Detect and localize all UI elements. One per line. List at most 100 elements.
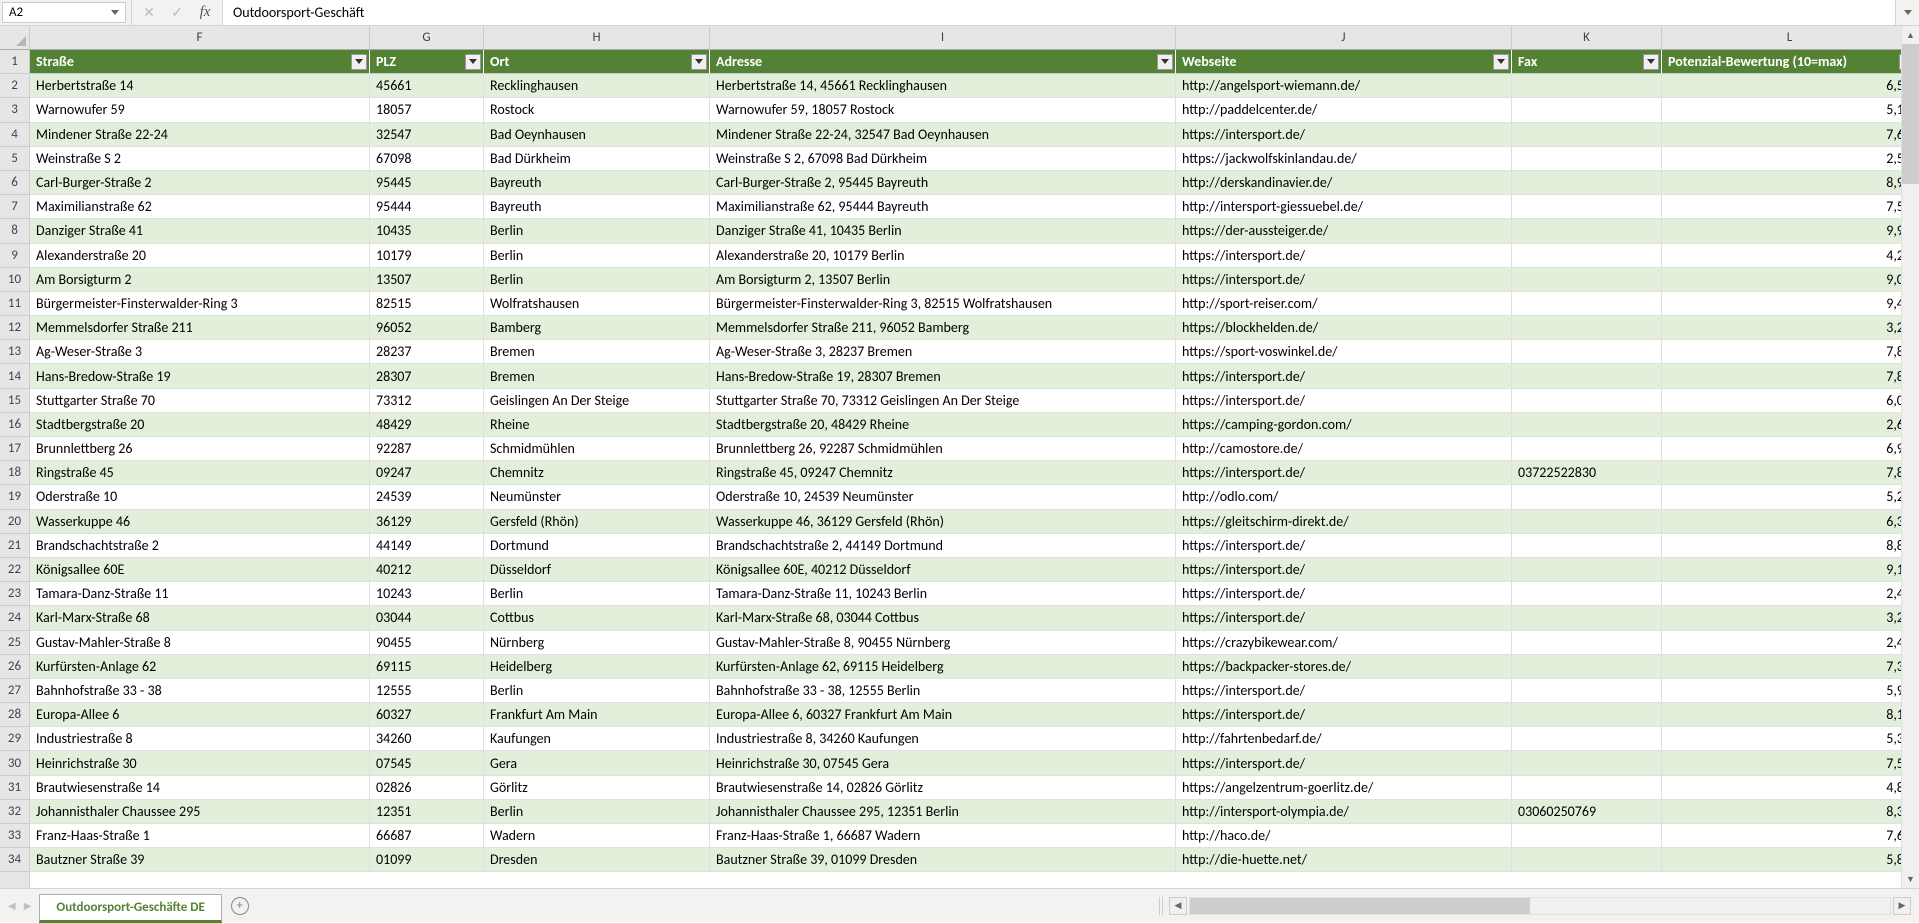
row-header[interactable]: 15 (0, 389, 29, 413)
table-cell[interactable]: 5,83 (1662, 848, 1918, 872)
row-header[interactable]: 3 (0, 98, 29, 122)
cells-area[interactable]: StraßePLZOrtAdresseWebseiteFaxPotenzial-… (30, 50, 1919, 888)
scroll-right-icon[interactable]: ▶ (1893, 897, 1911, 915)
scroll-up-icon[interactable]: ▲ (1902, 26, 1919, 44)
column-header[interactable]: F (30, 26, 370, 49)
table-cell[interactable] (1512, 219, 1662, 243)
table-cell[interactable] (1512, 316, 1662, 340)
table-cell[interactable]: Maximilianstraße 62, 95444 Bayreuth (710, 195, 1176, 219)
table-cell[interactable]: 8,34 (1662, 800, 1918, 824)
table-cell[interactable]: Berlin (484, 268, 710, 292)
table-cell[interactable]: 7,59 (1662, 195, 1918, 219)
table-cell[interactable]: Gera (484, 751, 710, 775)
formula-bar-expand[interactable] (1895, 0, 1919, 25)
table-cell[interactable]: http://intersport-giessuebel.de/ (1176, 195, 1512, 219)
table-cell[interactable]: https://intersport.de/ (1176, 582, 1512, 606)
table-cell[interactable] (1512, 751, 1662, 775)
table-header-cell[interactable]: Fax (1512, 50, 1662, 74)
table-header-cell[interactable]: PLZ (370, 50, 484, 74)
table-cell[interactable]: Europa-Allee 6, 60327 Frankfurt Am Main (710, 703, 1176, 727)
table-cell[interactable]: 34260 (370, 727, 484, 751)
table-cell[interactable]: 03722522830 (1512, 461, 1662, 485)
table-cell[interactable]: https://intersport.de/ (1176, 268, 1512, 292)
table-cell[interactable]: 3,29 (1662, 316, 1918, 340)
table-cell[interactable] (1512, 413, 1662, 437)
row-header[interactable]: 12 (0, 316, 29, 340)
table-cell[interactable]: Brandschachtstraße 2, 44149 Dortmund (710, 534, 1176, 558)
table-cell[interactable]: 2,64 (1662, 413, 1918, 437)
table-cell[interactable]: http://paddelcenter.de/ (1176, 98, 1512, 122)
column-header[interactable]: J (1176, 26, 1512, 49)
table-cell[interactable]: 02826 (370, 776, 484, 800)
table-cell[interactable]: 7,56 (1662, 751, 1918, 775)
table-cell[interactable]: Warnowufer 59, 18057 Rostock (710, 98, 1176, 122)
table-cell[interactable]: Berlin (484, 219, 710, 243)
table-cell[interactable]: https://crazybikewear.com/ (1176, 631, 1512, 655)
table-cell[interactable]: Johannisthaler Chaussee 295, 12351 Berli… (710, 800, 1176, 824)
table-cell[interactable]: Oderstraße 10 (30, 485, 370, 509)
table-cell[interactable]: Berlin (484, 800, 710, 824)
table-cell[interactable]: Carl-Burger-Straße 2 (30, 171, 370, 195)
table-cell[interactable]: Kurfürsten-Anlage 62, 69115 Heidelberg (710, 655, 1176, 679)
table-cell[interactable] (1512, 703, 1662, 727)
row-header[interactable]: 13 (0, 340, 29, 364)
table-cell[interactable]: https://backpacker-stores.de/ (1176, 655, 1512, 679)
table-cell[interactable]: Wasserkuppe 46, 36129 Gersfeld (Rhön) (710, 510, 1176, 534)
table-cell[interactable] (1512, 195, 1662, 219)
table-cell[interactable]: http://odlo.com/ (1176, 485, 1512, 509)
table-cell[interactable]: 2,42 (1662, 631, 1918, 655)
table-cell[interactable]: 7,66 (1662, 824, 1918, 848)
table-cell[interactable] (1512, 98, 1662, 122)
table-cell[interactable]: http://derskandinavier.de/ (1176, 171, 1512, 195)
sheet-tab-active[interactable]: Outdoorsport-Geschäfte DE (39, 894, 221, 923)
table-cell[interactable]: 36129 (370, 510, 484, 534)
row-header[interactable]: 25 (0, 631, 29, 655)
table-cell[interactable]: 7,83 (1662, 340, 1918, 364)
table-cell[interactable]: Bautzner Straße 39, 01099 Dresden (710, 848, 1176, 872)
table-cell[interactable]: Alexanderstraße 20 (30, 244, 370, 268)
hscroll-divider[interactable] (1159, 897, 1163, 915)
table-header-cell[interactable]: Ort (484, 50, 710, 74)
table-cell[interactable]: http://angelsport-wiemann.de/ (1176, 74, 1512, 98)
table-cell[interactable]: Schmidmühlen (484, 437, 710, 461)
table-cell[interactable]: Weinstraße S 2, 67098 Bad Dürkheim (710, 147, 1176, 171)
table-cell[interactable] (1512, 631, 1662, 655)
table-cell[interactable]: 9,95 (1662, 219, 1918, 243)
table-cell[interactable]: https://intersport.de/ (1176, 244, 1512, 268)
table-cell[interactable]: Hans-Bredow-Straße 19 (30, 364, 370, 388)
table-cell[interactable]: Industriestraße 8, 34260 Kaufungen (710, 727, 1176, 751)
table-cell[interactable]: 60327 (370, 703, 484, 727)
table-header-cell[interactable]: Webseite (1176, 50, 1512, 74)
table-cell[interactable] (1512, 340, 1662, 364)
table-cell[interactable]: https://intersport.de/ (1176, 679, 1512, 703)
row-header[interactable]: 19 (0, 485, 29, 509)
table-cell[interactable]: Bahnhofstraße 33 - 38, 12555 Berlin (710, 679, 1176, 703)
table-header-cell[interactable]: Potenzial-Bewertung (10=max) (1662, 50, 1918, 74)
table-cell[interactable]: Tamara-Danz-Straße 11 (30, 582, 370, 606)
table-cell[interactable]: Ringstraße 45, 09247 Chemnitz (710, 461, 1176, 485)
table-cell[interactable]: Düsseldorf (484, 558, 710, 582)
table-cell[interactable]: https://intersport.de/ (1176, 461, 1512, 485)
table-cell[interactable]: Memmelsdorfer Straße 211, 96052 Bamberg (710, 316, 1176, 340)
table-cell[interactable]: Görlitz (484, 776, 710, 800)
table-cell[interactable]: Wasserkuppe 46 (30, 510, 370, 534)
table-cell[interactable]: Karl-Marx-Straße 68, 03044 Cottbus (710, 606, 1176, 630)
table-cell[interactable]: 2,55 (1662, 147, 1918, 171)
table-cell[interactable]: 6,04 (1662, 389, 1918, 413)
table-cell[interactable] (1512, 824, 1662, 848)
table-cell[interactable] (1512, 147, 1662, 171)
table-cell[interactable]: Warnowufer 59 (30, 98, 370, 122)
formula-input[interactable]: Outdoorsport-Geschäft (223, 0, 1895, 25)
filter-dropdown-icon[interactable] (1643, 54, 1659, 70)
table-cell[interactable]: 28237 (370, 340, 484, 364)
table-cell[interactable] (1512, 389, 1662, 413)
table-cell[interactable]: Wadern (484, 824, 710, 848)
row-header[interactable]: 5 (0, 147, 29, 171)
table-cell[interactable]: Chemnitz (484, 461, 710, 485)
row-header[interactable]: 11 (0, 292, 29, 316)
table-cell[interactable] (1512, 510, 1662, 534)
row-header[interactable]: 29 (0, 727, 29, 751)
table-cell[interactable]: Heinrichstraße 30 (30, 751, 370, 775)
table-cell[interactable]: 95444 (370, 195, 484, 219)
vscroll-thumb[interactable] (1902, 44, 1919, 184)
